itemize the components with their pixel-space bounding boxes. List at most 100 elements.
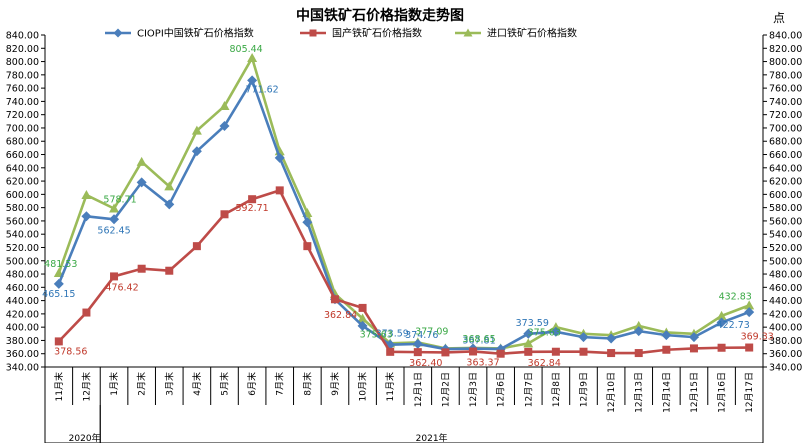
diamond-marker: [113, 28, 123, 38]
data-label: 362.84: [528, 358, 561, 369]
right-tick-label: 720.00: [769, 110, 802, 121]
left-tick-label: 600.00: [6, 190, 39, 201]
triangle-marker: [191, 125, 202, 135]
diamond-marker: [661, 330, 672, 341]
square-marker: [745, 343, 754, 352]
left-tick-label: 520.00: [6, 243, 39, 254]
series-layer: [53, 52, 755, 358]
category-label: 10月末: [357, 372, 369, 401]
series-line: [57, 189, 750, 356]
data-label: 422.73: [717, 320, 750, 331]
right-tick-label: 540.00: [769, 230, 802, 241]
series-1: [54, 186, 754, 358]
right-tick-label: 740.00: [769, 97, 802, 108]
triangle-marker: [463, 28, 473, 37]
square-marker: [413, 348, 422, 357]
data-label: 368.65: [462, 334, 495, 345]
data-label: 363.37: [466, 357, 499, 368]
square-marker: [110, 272, 119, 281]
left-tick-label: 540.00: [6, 230, 39, 241]
category-label: 12月1日: [413, 372, 424, 407]
category-label: 12月8日: [551, 372, 562, 407]
diamond-marker: [523, 328, 534, 339]
category-label: 6月末: [246, 372, 258, 396]
square-marker: [717, 343, 726, 352]
left-tick-label: 340.00: [6, 363, 39, 374]
legend-label: 进口铁矿石价格指数: [487, 27, 577, 40]
triangle-marker: [633, 320, 644, 330]
left-tick-label: 580.00: [6, 203, 39, 214]
diamond-marker: [606, 333, 617, 344]
data-label: 362.40: [409, 358, 442, 369]
legend: CIOPI中国铁矿石价格指数 国产铁矿石价格指数 进口铁矿石价格指数: [105, 27, 577, 40]
right-tick-label: 780.00: [769, 70, 802, 81]
category-label: 12月10日: [606, 372, 617, 413]
triangle-marker: [81, 190, 92, 200]
category-label: 1月末: [108, 372, 120, 396]
category-label: 7月末: [274, 372, 286, 396]
triangle-marker: [716, 310, 727, 320]
square-marker: [386, 347, 395, 356]
square-marker: [220, 210, 229, 219]
diamond-marker: [578, 332, 589, 343]
right-tick-label: 520.00: [769, 243, 802, 254]
data-label: 369.33: [741, 332, 774, 343]
left-tick-label: 500.00: [6, 256, 39, 267]
data-label: 432.83: [719, 291, 752, 302]
triangle-marker: [550, 322, 561, 332]
category-label: 11月末: [53, 372, 65, 401]
square-marker: [248, 195, 257, 204]
data-label: 373.59: [376, 329, 409, 340]
category-label: 12月末: [80, 372, 92, 401]
square-marker: [165, 266, 174, 275]
category-label: 4月末: [191, 372, 203, 396]
left-tick-label: 360.00: [6, 349, 39, 360]
data-label: 465.15: [42, 289, 75, 300]
series-line: [57, 56, 750, 350]
right-tick-label: 440.00: [769, 296, 802, 307]
axes: 340.00 340.00 360.00 360.00 380.00 380.00 400.…: [6, 31, 802, 443]
diamond-marker: [274, 152, 285, 163]
legend-label: CIOPI中国铁矿石价格指数: [137, 27, 254, 40]
category-label: 12月17日: [744, 372, 755, 413]
category-label: 8月末: [301, 372, 313, 396]
left-tick-label: 400.00: [6, 323, 39, 334]
diamond-marker: [550, 326, 561, 337]
left-tick-label: 480.00: [6, 270, 39, 281]
legend-item-1: 国产铁矿石价格指数: [300, 27, 422, 40]
left-tick-label: 720.00: [6, 110, 39, 121]
square-marker: [275, 186, 284, 195]
left-tick-label: 780.00: [6, 70, 39, 81]
data-label: 592.71: [235, 203, 268, 214]
diamond-marker: [744, 307, 755, 318]
right-tick-label: 380.00: [769, 336, 802, 347]
left-tick-label: 700.00: [6, 123, 39, 134]
year-label: 2021年: [416, 432, 448, 443]
right-tick-label: 400.00: [769, 323, 802, 334]
diamond-marker: [191, 146, 202, 157]
square-marker: [496, 349, 505, 358]
left-tick-label: 680.00: [6, 137, 39, 148]
data-label: 374.76: [405, 330, 438, 341]
right-tick-label: 660.00: [769, 150, 802, 161]
left-tick-label: 420.00: [6, 309, 39, 320]
triangle-marker: [136, 156, 147, 166]
series-line: [57, 79, 750, 351]
right-tick-label: 700.00: [769, 123, 802, 134]
legend-item-0: CIOPI中国铁矿石价格指数: [105, 27, 254, 40]
diamond-marker: [109, 214, 120, 225]
right-tick-label: 760.00: [769, 84, 802, 95]
square-marker: [441, 348, 450, 357]
diamond-marker: [633, 326, 644, 337]
diamond-marker: [357, 320, 368, 331]
category-label: 11月末: [384, 372, 396, 401]
square-marker: [82, 308, 91, 317]
right-tick-label: 360.00: [769, 349, 802, 360]
left-tick-label: 560.00: [6, 216, 39, 227]
category-label: 12月9日: [579, 372, 590, 407]
data-label: 481.53: [44, 259, 77, 270]
triangle-marker: [744, 300, 755, 310]
diamond-marker: [247, 75, 258, 86]
right-tick-label: 480.00: [769, 270, 802, 281]
